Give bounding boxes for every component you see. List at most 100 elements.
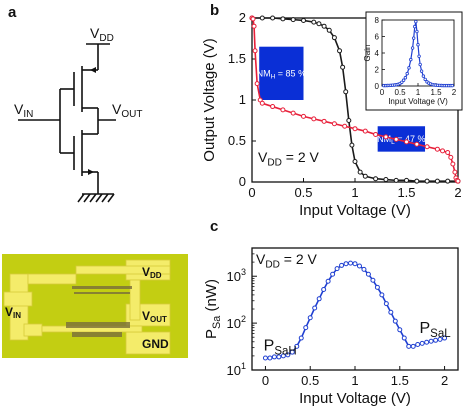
data-point <box>415 341 421 347</box>
data-point <box>280 16 286 22</box>
inset-data-point <box>418 62 422 67</box>
data-point <box>356 263 362 269</box>
inset-x-tick-label: 1 <box>416 88 421 97</box>
panel-label-b: b <box>210 2 220 19</box>
inset-data-point <box>411 36 416 40</box>
y-tick-label: 103 <box>227 267 246 284</box>
x-tick-label: 2 <box>441 373 448 388</box>
panel-label-c: c <box>210 218 219 235</box>
x-tick-label: 1 <box>351 373 358 388</box>
data-point <box>440 148 446 154</box>
data-point <box>401 335 407 341</box>
inset-data-point <box>417 54 421 58</box>
y-axis-label: Output Voltage (V) <box>201 38 218 161</box>
data-point <box>321 287 327 293</box>
data-point <box>311 19 317 25</box>
x-tick-label: 2 <box>454 185 461 200</box>
device-photo: VDD VIN VOUT GND <box>2 254 188 358</box>
inset-data-point <box>413 24 417 29</box>
data-point <box>337 48 343 54</box>
inset-y-axis-label: Gain <box>363 45 372 62</box>
data-point <box>452 169 458 175</box>
x-tick-label: 1.5 <box>391 373 409 388</box>
data-point <box>340 64 346 70</box>
data-point <box>450 161 456 167</box>
data-point <box>362 173 368 179</box>
data-point <box>280 107 286 113</box>
data-point <box>352 159 358 164</box>
data-point <box>270 104 276 110</box>
data-point <box>307 315 313 321</box>
data-point <box>379 292 385 298</box>
inverter-circuit-diagram: VDD VIN VOUT <box>14 25 142 203</box>
y-tick-label: 0.5 <box>228 133 246 148</box>
inset-data-point <box>409 57 413 62</box>
data-point <box>321 23 327 29</box>
data-point <box>442 335 448 341</box>
data-point <box>331 121 337 127</box>
data-point <box>346 118 352 123</box>
data-point <box>301 113 306 119</box>
data-point <box>383 134 389 140</box>
data-point <box>397 327 403 333</box>
inset-data-point <box>419 69 424 73</box>
inset-data-point <box>415 29 419 34</box>
inset-y-tick-label: 8 <box>375 16 380 25</box>
data-point <box>365 271 371 277</box>
x-tick-label: 0 <box>262 373 269 388</box>
y-tick-label: 2 <box>239 10 246 25</box>
data-point <box>392 318 398 324</box>
data-point <box>316 296 322 302</box>
data-point <box>331 35 337 41</box>
x-tick-label: 0.5 <box>301 373 319 388</box>
data-point <box>250 16 256 22</box>
data-point <box>374 284 380 290</box>
noise-margin-label: NML = 47 % <box>377 134 425 146</box>
photo-gnd-label: GND <box>142 337 169 351</box>
y-tick-label: 0 <box>239 174 246 189</box>
y-tick-label: 1 <box>239 92 246 107</box>
inset-data-point <box>407 66 411 70</box>
data-point <box>280 353 286 359</box>
circuit-vout-label: VOUT <box>112 101 142 120</box>
inset-data-point <box>421 74 426 78</box>
photo-vout-label: VOUT <box>142 309 167 324</box>
data-point <box>383 301 389 307</box>
circuit-vin-label: VIN <box>14 101 33 120</box>
inset-y-tick-label: 6 <box>375 33 380 42</box>
x-axis-label: Input Voltage (V) <box>299 390 411 407</box>
data-point <box>325 278 331 284</box>
vdd-annotation: VDD = 2 V <box>258 149 320 169</box>
data-point <box>433 337 439 343</box>
inset-x-axis-label: Input Voltage (V) <box>388 97 448 106</box>
data-point <box>393 136 399 142</box>
data-point <box>326 27 332 33</box>
y-tick-label: 101 <box>227 361 246 378</box>
data-point <box>424 144 430 150</box>
inset-data-point <box>450 83 454 88</box>
inset-data-point <box>414 19 418 24</box>
psal-annotation: PSaL <box>419 320 451 340</box>
data-point <box>348 260 354 266</box>
data-point <box>357 169 363 175</box>
data-point <box>388 309 394 315</box>
inset-data-point <box>400 80 404 84</box>
inset-x-tick-label: 1.5 <box>430 88 442 97</box>
x-axis-label: Input Voltage (V) <box>299 202 411 218</box>
data-point <box>434 146 440 152</box>
data-point <box>343 89 349 95</box>
x-tick-label: 1.5 <box>397 185 415 200</box>
inset-data-point <box>423 77 427 82</box>
data-point <box>445 149 451 155</box>
data-point <box>437 336 443 342</box>
data-point <box>352 261 358 267</box>
inset-data-point <box>416 43 420 47</box>
data-point <box>455 178 461 184</box>
data-point <box>434 178 440 184</box>
noise-margin-box <box>259 46 304 100</box>
data-point <box>303 325 309 331</box>
data-point <box>424 339 430 345</box>
data-point <box>251 23 257 29</box>
data-point <box>290 17 296 23</box>
data-point <box>428 338 434 344</box>
